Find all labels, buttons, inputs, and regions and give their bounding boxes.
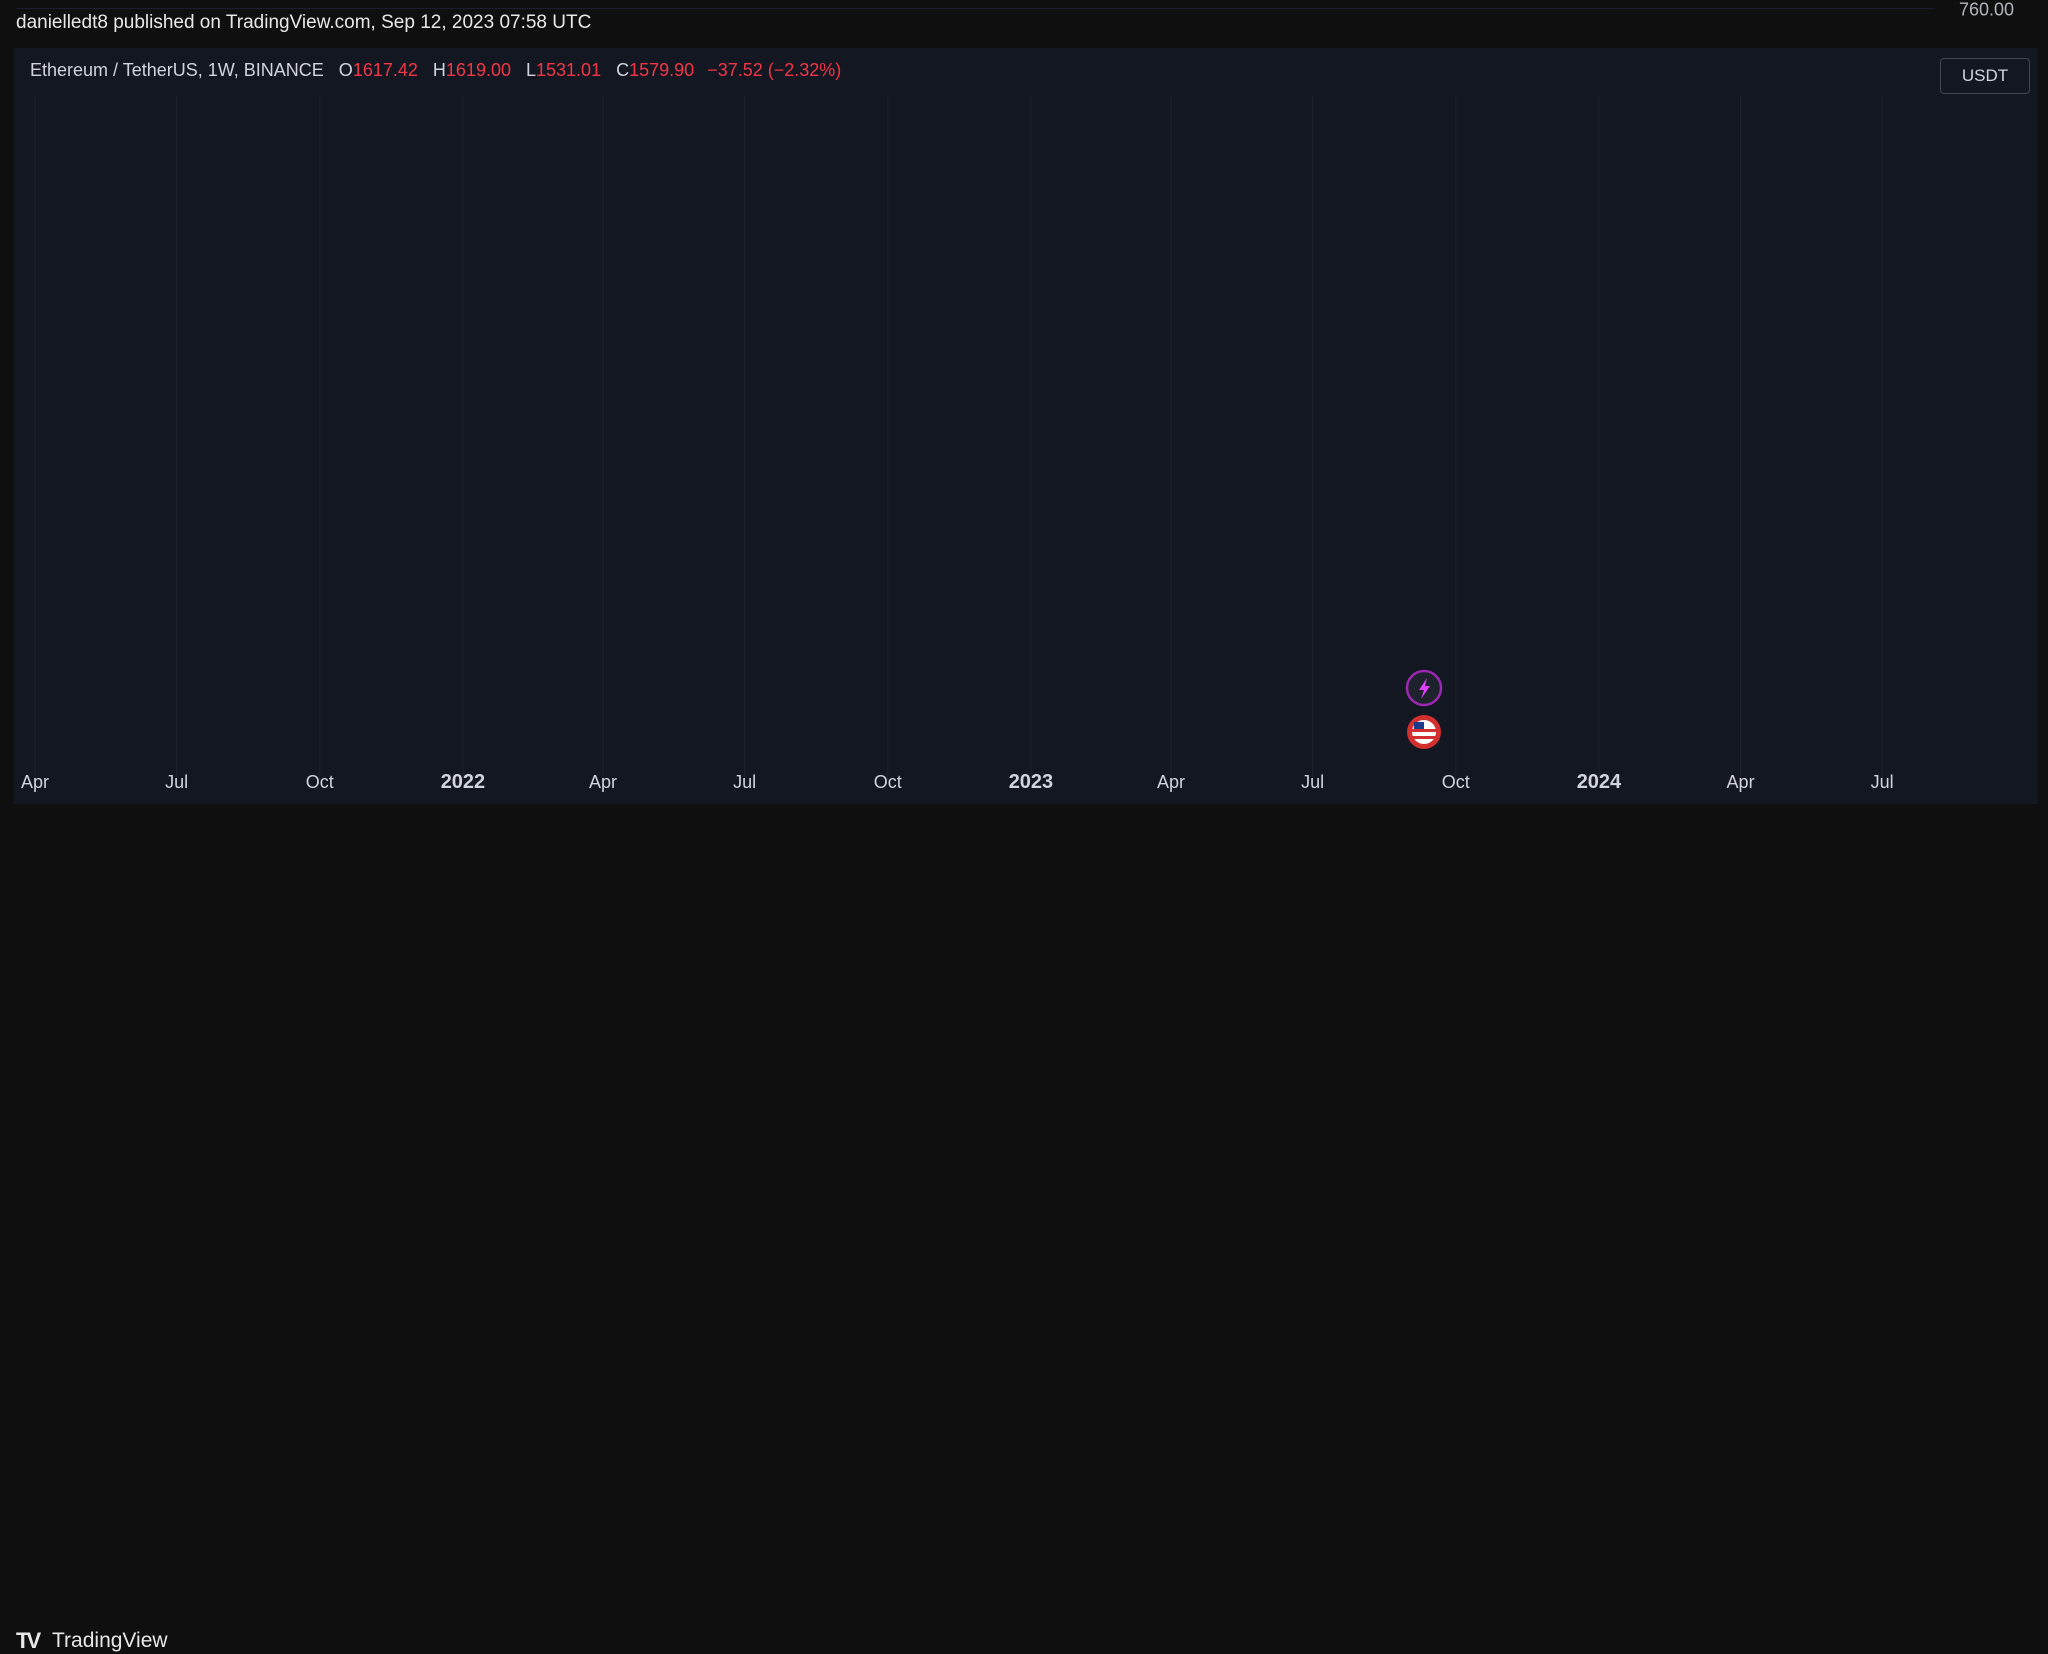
- time-tick-label: Apr: [1727, 772, 1755, 792]
- low-value: 1531.01: [536, 60, 602, 80]
- close-value: 1579.90: [629, 60, 695, 80]
- time-tick-label: Jul: [1871, 772, 1894, 792]
- open-label: O: [338, 60, 353, 80]
- price-chart[interactable]: 4800.004000.003250.002650.002250.001850.…: [0, 0, 2048, 852]
- time-tick-label: Oct: [306, 772, 334, 792]
- grid-layer: [16, 7, 1935, 780]
- time-axis-layer: Apr Jul Oct 2022 Apr Jul Oct 2023 Apr Jul Oct 2024 A…: [21, 771, 1894, 793]
- time-tick-label: Oct: [1442, 772, 1470, 792]
- currency-button[interactable]: USDT: [1940, 58, 2030, 94]
- time-tick-label: 2024: [1577, 771, 1622, 793]
- high-label: H: [432, 60, 446, 80]
- lightning-event-icon[interactable]: [1405, 669, 1443, 707]
- time-tick-label: 2023: [1009, 771, 1054, 793]
- time-tick-label: Oct: [874, 772, 902, 792]
- price-tick-label: 760.00: [1959, 0, 2014, 19]
- chart-pane[interactable]: [14, 48, 2038, 804]
- symbol-name[interactable]: Ethereum / TetherUS, 1W, BINANCE: [30, 60, 324, 80]
- time-tick-label: Jul: [1301, 772, 1324, 792]
- time-tick-label: Apr: [589, 772, 617, 792]
- time-tick-label: Apr: [1157, 772, 1185, 792]
- high-value: 1619.00: [445, 60, 511, 80]
- change-value: −37.52 (−2.32%): [707, 60, 842, 80]
- low-label: L: [526, 60, 537, 80]
- time-tick-label: Jul: [733, 772, 756, 792]
- us-flag-event-icon[interactable]: [1407, 715, 1441, 749]
- time-tick-label: Jul: [165, 772, 188, 792]
- tradingview-brand: TradingView: [52, 1629, 168, 1652]
- footer: TV TradingView: [0, 808, 2048, 1653]
- close-label: C: [616, 60, 630, 80]
- time-tick-label: Apr: [21, 772, 49, 792]
- tradingview-logo-icon: TV: [16, 1628, 41, 1653]
- time-tick-label: 2022: [441, 771, 486, 793]
- price-axis-layer: 4800.004000.003250.002650.002250.001850.…: [1959, 0, 2014, 19]
- symbol-legend: Ethereum / TetherUS, 1W, BINANCE O1617.4…: [30, 60, 841, 81]
- event-icons-layer: [1405, 669, 1443, 749]
- publish-info-text: danielledt8 published on TradingView.com…: [16, 12, 592, 33]
- open-value: 1617.42: [352, 60, 418, 80]
